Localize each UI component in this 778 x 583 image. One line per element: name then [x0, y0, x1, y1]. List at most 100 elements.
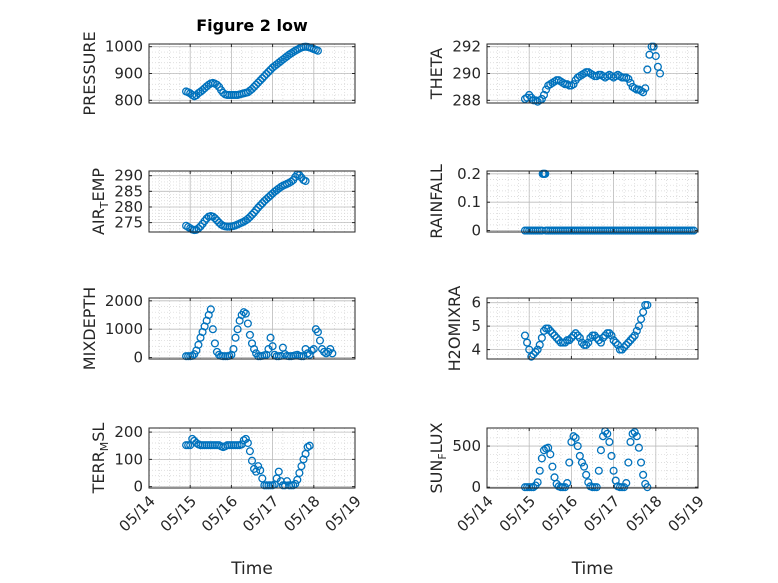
data-point [620, 483, 629, 492]
data-point [533, 345, 542, 354]
data-point [546, 326, 555, 335]
data-point [573, 331, 582, 340]
data-point [590, 331, 599, 340]
data-point [258, 74, 267, 83]
data-point [309, 345, 318, 354]
data-point [241, 309, 250, 318]
data-point [603, 429, 612, 438]
axes-box [148, 427, 356, 489]
y-axis-label: RAINFALL [427, 164, 446, 239]
data-point [632, 326, 641, 335]
y-tick-label: 292 [452, 38, 481, 56]
data-point [537, 454, 546, 463]
data-point [624, 458, 633, 467]
data-point [285, 50, 294, 59]
x-axis-label: Time [230, 559, 273, 579]
data-point [626, 437, 635, 447]
x-tick-label: 05/14 [116, 492, 159, 535]
data-point [643, 483, 652, 492]
y-tick-label: 5 [471, 317, 481, 335]
data-point [617, 345, 627, 354]
data-point [636, 458, 646, 467]
y-axis-label: TERRMSL [89, 423, 111, 495]
data-point [291, 479, 300, 488]
y-tick-label: 100 [114, 450, 143, 468]
y-tick-label: 290 [452, 65, 481, 83]
data-point [247, 85, 257, 94]
subplot-mixdepth: 0 1000 2000 MIXDEPTH [80, 287, 356, 370]
data-point [550, 331, 559, 340]
data-point [626, 336, 635, 345]
data-point [565, 336, 574, 345]
data-point [287, 177, 296, 186]
data-point [541, 169, 550, 178]
y-tick-label: 0 [133, 478, 143, 496]
data-point [527, 352, 536, 361]
data-point [565, 458, 574, 467]
data-point [571, 329, 580, 338]
y-axis-label: SUNFLUX [427, 422, 449, 493]
data-point [634, 443, 643, 452]
data-point [594, 336, 603, 345]
data-point [289, 481, 298, 490]
y-axis-label: AIRTEMP [89, 168, 111, 235]
x-tick-label: 05/18 [622, 492, 665, 535]
data-point [539, 90, 549, 100]
data-point [596, 446, 605, 455]
data-series [520, 42, 665, 106]
data-point [299, 455, 308, 464]
y-tick-label: 4 [471, 341, 481, 359]
data-point [233, 325, 242, 334]
data-point [289, 47, 298, 57]
y-tick-label: 900 [114, 65, 143, 83]
data-point [569, 432, 578, 441]
data-point [626, 78, 635, 87]
data-point [548, 329, 557, 338]
data-point [544, 324, 553, 333]
x-tick-label: 05/19 [665, 492, 708, 535]
y-tick-label: 275 [114, 214, 143, 232]
data-point [326, 345, 335, 354]
data-point [605, 437, 614, 447]
y-tick-label: 6 [471, 294, 481, 312]
x-tick-label: 05/18 [280, 492, 323, 535]
data-point [256, 466, 265, 475]
data-point [254, 78, 263, 87]
x-tick-label: 05/17 [239, 492, 282, 535]
data-point [548, 462, 557, 471]
data-point [523, 338, 532, 347]
y-tick-label: 0 [133, 349, 143, 367]
data-point [636, 315, 646, 324]
x-tick-label: 05/16 [538, 492, 581, 535]
y-tick-label: 1000 [105, 38, 143, 56]
data-point [229, 345, 238, 354]
data-point [605, 329, 614, 338]
axes-box [486, 170, 699, 233]
x-axis-label: Time [571, 559, 614, 579]
data-point [194, 340, 203, 349]
data-point [247, 456, 257, 465]
data-point [622, 479, 631, 488]
data-point [250, 208, 259, 217]
data-point [592, 483, 601, 492]
data-point [542, 85, 551, 94]
data-point [245, 447, 254, 456]
data-point [630, 428, 639, 437]
subplot-pressure: 800 900 1000 PRESSURE [80, 31, 356, 116]
data-point [649, 42, 658, 51]
y-tick-label: 0.2 [457, 165, 481, 183]
data-point [561, 483, 570, 492]
data-point [594, 466, 603, 475]
data-point [611, 338, 620, 347]
data-point [622, 340, 631, 349]
data-point [582, 470, 591, 479]
data-point [573, 442, 582, 451]
data-point [639, 308, 648, 317]
data-point [533, 478, 542, 487]
data-point [577, 458, 586, 467]
data-point [609, 466, 618, 475]
data-point [628, 429, 637, 438]
data-point [561, 338, 570, 347]
